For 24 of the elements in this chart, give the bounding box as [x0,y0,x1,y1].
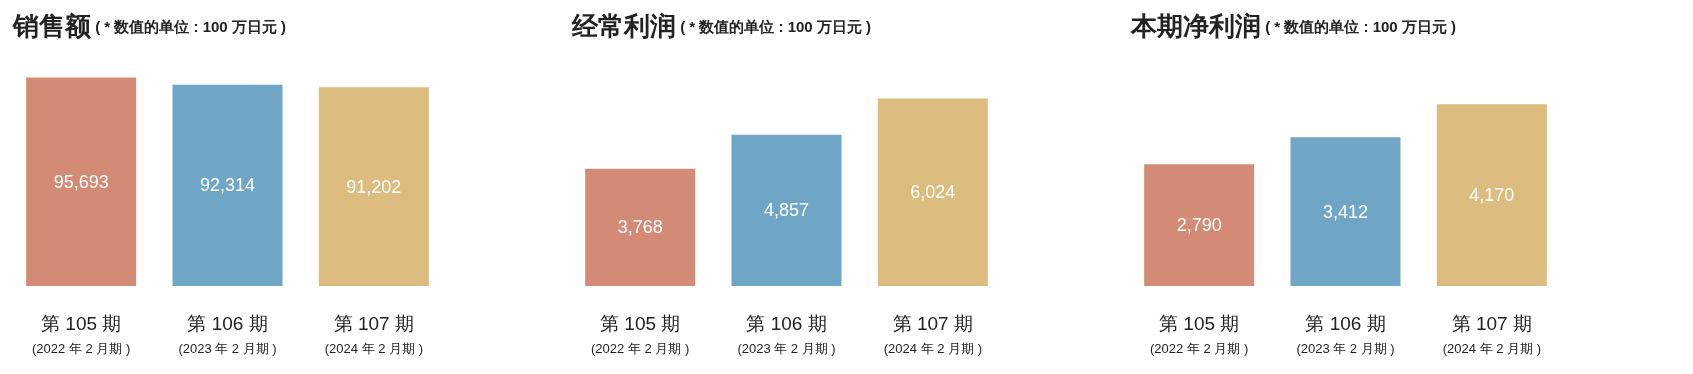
data-label: 92,314 [199,175,256,196]
chart-subtitle: ( * 数值的单位 : 100 万日元 ) [91,17,287,35]
chart-title: 销售额 [12,11,92,41]
chart-title: 本期净利润 [1130,11,1261,41]
x-tick-label: 第 107 期 (2024 年 2 月期 ) [883,312,982,356]
x-tick-label: 第 106 期 (2023 年 2 月期 ) [1296,312,1395,356]
x-tick-label: 第 106 期 (2023 年 2 月期 ) [178,312,277,356]
x-tick-label: 第 105 期 (2022 年 2 月期 ) [591,312,690,356]
data-label: 2,790 [1176,215,1222,236]
data-label: 4,857 [763,200,810,221]
data-label: 3,412 [1322,201,1369,222]
x-tick-label: 第 105 期 (2022 年 2 月期 ) [1150,312,1249,356]
chart-title: 经常利润 [571,11,676,41]
data-label: 3,768 [617,217,663,238]
data-label: 95,693 [53,171,109,192]
chart-subtitle: ( * 数值的单位 : 100 万日元 ) [676,17,872,35]
x-tick-label: 第 105 期 (2022 年 2 月期 ) [32,312,131,356]
x-tick-label: 第 106 期 (2023 年 2 月期 ) [737,312,836,356]
data-label: 91,202 [346,176,402,197]
x-tick-label: 第 107 期 (2024 年 2 月期 ) [324,312,423,356]
data-label: 4,170 [1469,185,1515,206]
data-label: 6,024 [910,182,956,203]
x-tick-label: 第 107 期 (2024 年 2 月期 ) [1442,312,1541,356]
chart-subtitle: ( * 数值的单位 : 100 万日元 ) [1261,17,1457,35]
